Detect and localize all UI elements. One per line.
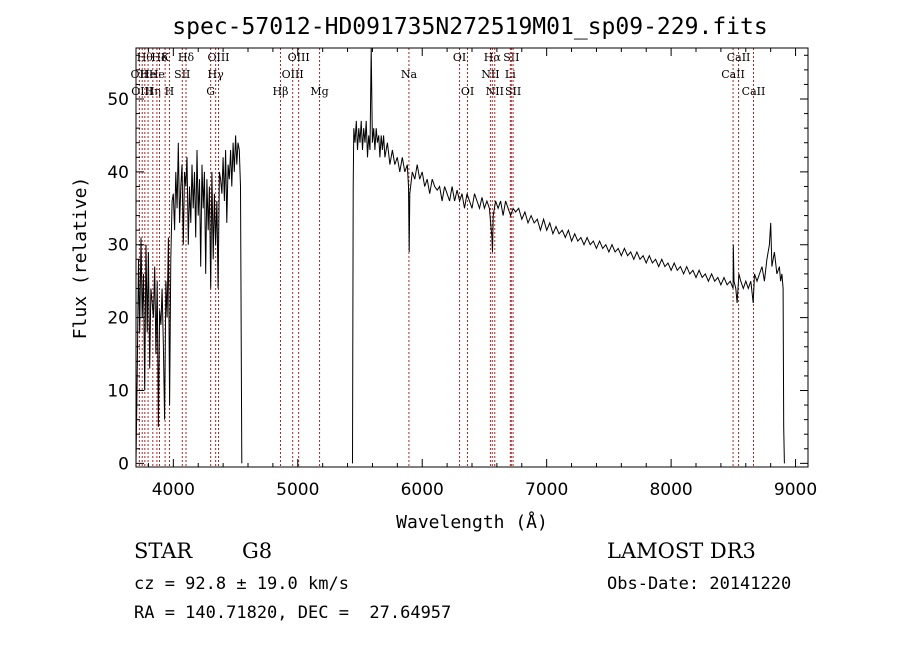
x-tick-label-9000: 9000 bbox=[774, 480, 817, 500]
x-axis: 4000 5000 6000 7000 8000 9000 bbox=[147, 48, 817, 500]
line-label-13: OIII bbox=[207, 51, 229, 64]
x-tick-label-5000: 5000 bbox=[276, 480, 319, 500]
y-tick-label-20: 20 bbox=[107, 309, 129, 329]
line-label-29: CaII bbox=[742, 85, 766, 98]
spectrum-line bbox=[135, 47, 785, 464]
y-axis: 0 10 20 30 40 50 bbox=[107, 54, 808, 474]
line-label-2: Hθ bbox=[137, 51, 154, 64]
line-label-19: OI bbox=[453, 51, 466, 64]
redshift-cz: cz = 92.8 ± 19.0 km/s bbox=[134, 574, 349, 594]
coordinates: RA = 140.71820, DEC = 27.64957 bbox=[134, 603, 452, 623]
line-label-18: Na bbox=[401, 68, 418, 81]
line-label-5: He bbox=[149, 68, 165, 81]
y-tick-label-30: 30 bbox=[107, 236, 129, 256]
line-label-6: Hδ bbox=[151, 51, 168, 64]
x-tick-label-4000: 4000 bbox=[152, 480, 195, 500]
line-label-16: OIII bbox=[288, 51, 310, 64]
line-label-26: SII bbox=[505, 85, 521, 98]
spectral-line-markers: OIIOIIIHθHeHηHeHδKHSIIHδGHγOIIIHβOIIIOII… bbox=[131, 48, 766, 467]
line-label-4: Hη bbox=[145, 85, 161, 98]
line-label-24: Li bbox=[505, 68, 516, 81]
y-tick-label-0: 0 bbox=[118, 454, 129, 474]
line-label-25: SII bbox=[503, 51, 519, 64]
line-label-11: G bbox=[206, 85, 215, 98]
object-subclass: G8 bbox=[242, 539, 273, 563]
survey-name: LAMOST DR3 bbox=[607, 539, 756, 563]
line-label-10: Hδ bbox=[178, 51, 195, 64]
observation-date: Obs-Date: 20141220 bbox=[607, 574, 792, 594]
line-label-9: SII bbox=[174, 68, 190, 81]
line-label-17: Mg bbox=[310, 85, 328, 98]
object-class: STAR bbox=[134, 539, 193, 563]
plot-frame bbox=[135, 47, 809, 468]
line-label-7: K bbox=[161, 51, 170, 64]
x-tick-label-7000: 7000 bbox=[525, 480, 568, 500]
line-label-3: He bbox=[140, 68, 156, 81]
line-label-0: OII bbox=[131, 68, 149, 81]
chart-title: spec-57012-HD091735N272519M01_sp09-229.f… bbox=[172, 14, 767, 40]
line-label-14: Hβ bbox=[273, 85, 289, 98]
y-tick-label-50: 50 bbox=[107, 90, 129, 110]
line-label-23: NII bbox=[486, 85, 504, 98]
y-axis-label: Flux (relative) bbox=[70, 177, 91, 340]
x-tick-label-8000: 8000 bbox=[649, 480, 692, 500]
line-label-20: OI bbox=[461, 85, 474, 98]
line-label-21: NII bbox=[481, 68, 499, 81]
line-label-22: Hα bbox=[484, 51, 502, 64]
line-label-15: OIII bbox=[282, 68, 304, 81]
line-label-27: CaII bbox=[721, 68, 745, 81]
line-label-12: Hγ bbox=[208, 68, 225, 81]
line-label-28: CaII bbox=[727, 51, 751, 64]
x-tick-label-6000: 6000 bbox=[401, 480, 444, 500]
x-axis-label: Wavelength (Å) bbox=[396, 511, 548, 533]
y-tick-label-10: 10 bbox=[107, 381, 129, 401]
line-label-8: H bbox=[165, 85, 175, 98]
y-tick-label-40: 40 bbox=[107, 163, 129, 183]
